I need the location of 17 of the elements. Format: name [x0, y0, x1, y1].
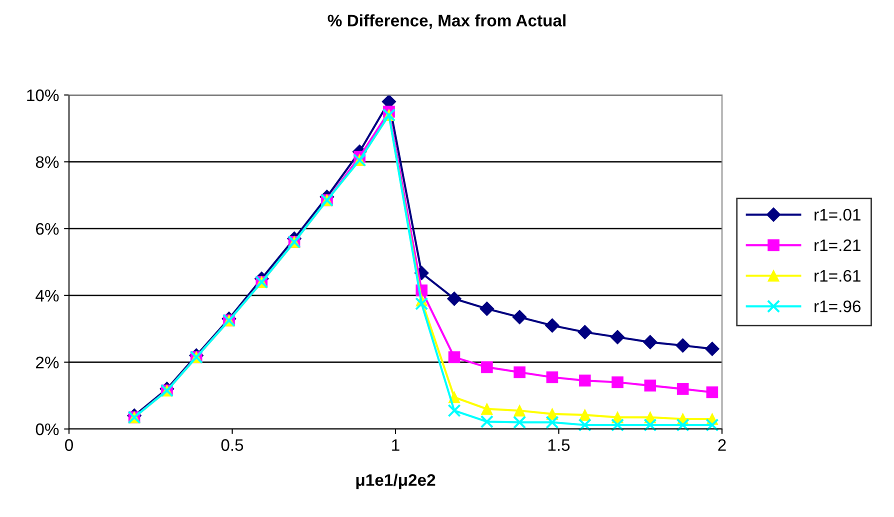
- y-tick-label: 2%: [36, 356, 59, 368]
- y-tick-label: 4%: [36, 290, 59, 302]
- x-tick-label: 1: [392, 439, 400, 451]
- x-axis-title: μ1e1/μ2e2: [356, 474, 436, 490]
- y-tick-label: 10%: [27, 89, 59, 102]
- legend-label: r1=.61: [814, 270, 860, 282]
- chart-title: % Difference, Max from Actual: [328, 14, 566, 29]
- legend-label: r1=.96: [814, 300, 861, 312]
- y-tick-label: 0%: [36, 423, 59, 436]
- y-tick-label: 6%: [36, 223, 59, 235]
- legend-label: r1=.01: [814, 208, 860, 221]
- x-tick-label: 0.5: [221, 439, 244, 451]
- x-tick-label: 0: [65, 439, 73, 451]
- x-tick-label: 2: [718, 439, 726, 451]
- y-tick-label: 8%: [36, 156, 59, 168]
- x-tick-label: 1.5: [548, 439, 570, 451]
- legend-label: r1=.21: [814, 239, 860, 252]
